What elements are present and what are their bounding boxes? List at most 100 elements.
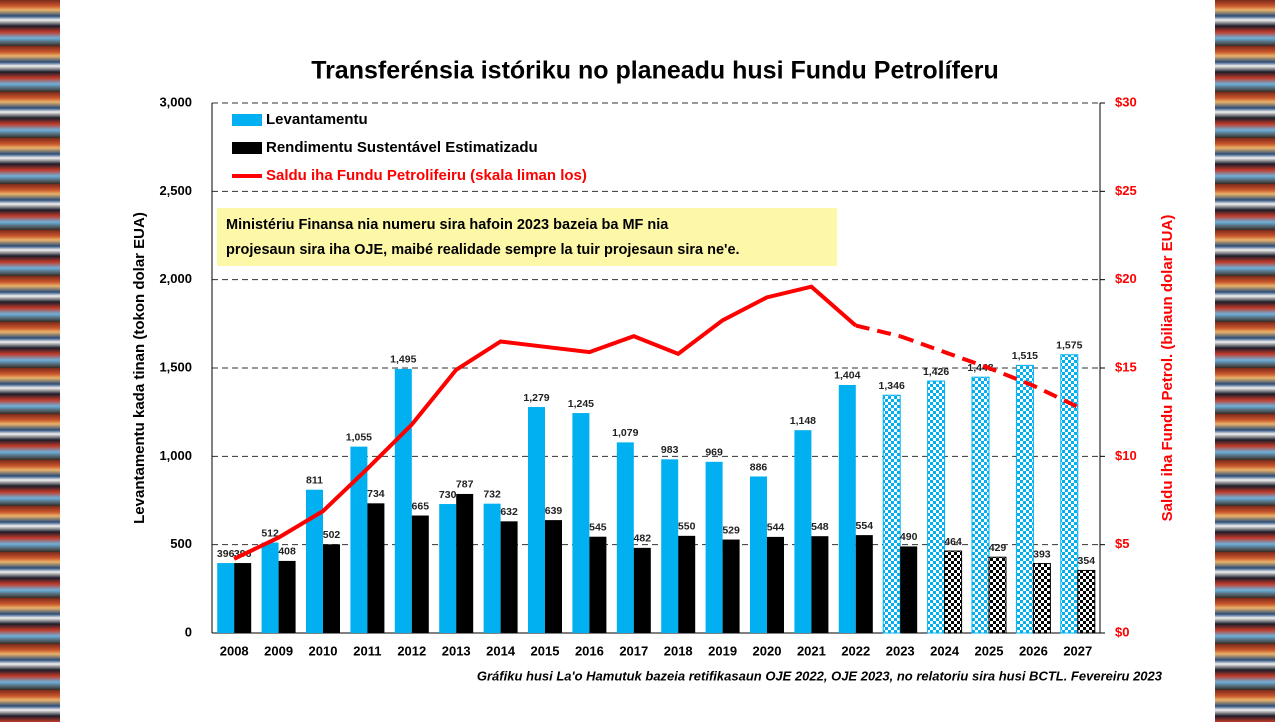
x-tick-label: 2015	[531, 643, 560, 658]
x-tick-label: 2020	[753, 643, 782, 658]
value-label: 354	[1078, 555, 1096, 567]
y-tick-label: 3,000	[159, 94, 192, 109]
value-label: 550	[678, 521, 696, 533]
value-label: 408	[278, 546, 296, 558]
x-tick-label: 2016	[575, 643, 604, 658]
x-tick-label: 2008	[220, 643, 249, 658]
value-label: 490	[900, 531, 918, 543]
value-label: 1,426	[923, 366, 949, 378]
x-tick-label: 2026	[1019, 643, 1048, 658]
bar	[811, 536, 828, 633]
value-label: 1,515	[1012, 350, 1038, 362]
bar	[883, 395, 900, 633]
y2-tick-label: $20	[1115, 271, 1137, 286]
value-label: 545	[589, 521, 607, 533]
x-tick-label: 2009	[264, 643, 293, 658]
bar	[750, 476, 767, 633]
y2-axis-title: Saldu iha Fundu Petrol. (biliaun dolar E…	[1159, 215, 1176, 522]
bar	[723, 540, 740, 633]
bar	[589, 537, 606, 633]
y2-tick-label: $25	[1115, 183, 1137, 198]
x-tick-label: 2013	[442, 643, 471, 658]
legend-swatch	[232, 114, 262, 126]
value-label: 554	[856, 520, 874, 532]
value-label: 529	[722, 524, 740, 536]
legend-label: Levantamentu	[266, 111, 368, 128]
bar	[262, 543, 279, 633]
bar	[928, 381, 945, 633]
chart-title: Transferénsia istóriku no planeadu husi …	[311, 57, 999, 85]
y-tick-label: 0	[185, 624, 192, 639]
bar	[456, 494, 473, 633]
value-label: 1,079	[612, 427, 638, 439]
bar	[1016, 365, 1033, 633]
bar	[767, 537, 784, 633]
bar	[501, 521, 518, 633]
x-tick-label: 2027	[1063, 643, 1092, 658]
y2-tick-label: $30	[1115, 94, 1137, 109]
value-label: 811	[306, 475, 323, 487]
value-label: 1,404	[834, 370, 860, 382]
bar	[634, 548, 651, 633]
y2-tick-label: $15	[1115, 359, 1137, 374]
y2-tick-label: $0	[1115, 624, 1129, 639]
bar	[395, 369, 412, 633]
x-tick-label: 2022	[841, 643, 870, 658]
y-tick-label: 1,000	[159, 448, 192, 463]
bar	[661, 459, 678, 633]
x-tick-label: 2012	[397, 643, 426, 658]
chart: Transferénsia istóriku no planeadu husi …	[0, 0, 1275, 722]
x-tick-label: 2017	[619, 643, 648, 658]
bar	[439, 504, 456, 633]
x-tick-label: 2023	[886, 643, 915, 658]
value-label: 1,279	[523, 392, 549, 404]
bar	[484, 504, 501, 633]
legend-label: Saldu iha Fundu Petrolifeiru (skala lima…	[266, 167, 587, 184]
bar	[1061, 355, 1078, 633]
bar	[217, 563, 234, 633]
bar	[900, 546, 917, 633]
legend-swatch	[232, 142, 262, 154]
bar	[367, 503, 384, 633]
y2-tick-label: $10	[1115, 448, 1137, 463]
page: {"chart_data": {"type": "bar", "title": …	[0, 0, 1275, 722]
value-label: 396	[217, 548, 235, 560]
bar	[528, 407, 545, 633]
value-label: 1,575	[1056, 340, 1082, 352]
x-tick-label: 2011	[353, 643, 381, 658]
value-label: 730	[439, 489, 457, 501]
annotation: projesaun sira iha OJE, maibé realidade …	[226, 242, 740, 258]
value-label: 1,148	[790, 415, 816, 427]
bar	[678, 536, 695, 633]
bar	[945, 551, 962, 633]
y2-tick-label: $5	[1115, 536, 1129, 551]
value-label: 1,346	[879, 380, 905, 392]
bar	[572, 413, 589, 633]
value-label: 787	[456, 479, 474, 491]
bar	[839, 385, 856, 633]
bar	[545, 520, 562, 633]
value-label: 969	[705, 447, 723, 459]
bar	[1033, 564, 1050, 633]
value-label: 393	[1033, 548, 1051, 560]
value-label: 482	[634, 533, 652, 545]
x-tick-label: 2014	[486, 643, 516, 658]
bar	[1078, 570, 1095, 633]
bar	[972, 377, 989, 633]
value-label: 734	[367, 488, 385, 500]
x-tick-label: 2025	[975, 643, 1004, 658]
value-label: 544	[767, 522, 785, 534]
bar	[989, 557, 1006, 633]
bar	[323, 544, 340, 633]
bar	[234, 563, 251, 633]
value-label: 665	[412, 500, 430, 512]
value-label: 1,055	[346, 431, 372, 443]
y-axis-title: Levantamentu kada tinan (tokon dolar EUA…	[131, 212, 148, 524]
y-tick-label: 2,000	[159, 271, 192, 286]
value-label: 548	[811, 521, 829, 533]
x-tick-label: 2010	[309, 643, 338, 658]
bar	[279, 561, 296, 633]
value-label: 1,495	[390, 354, 416, 366]
bar	[794, 430, 811, 633]
value-label: 1,245	[568, 398, 594, 410]
